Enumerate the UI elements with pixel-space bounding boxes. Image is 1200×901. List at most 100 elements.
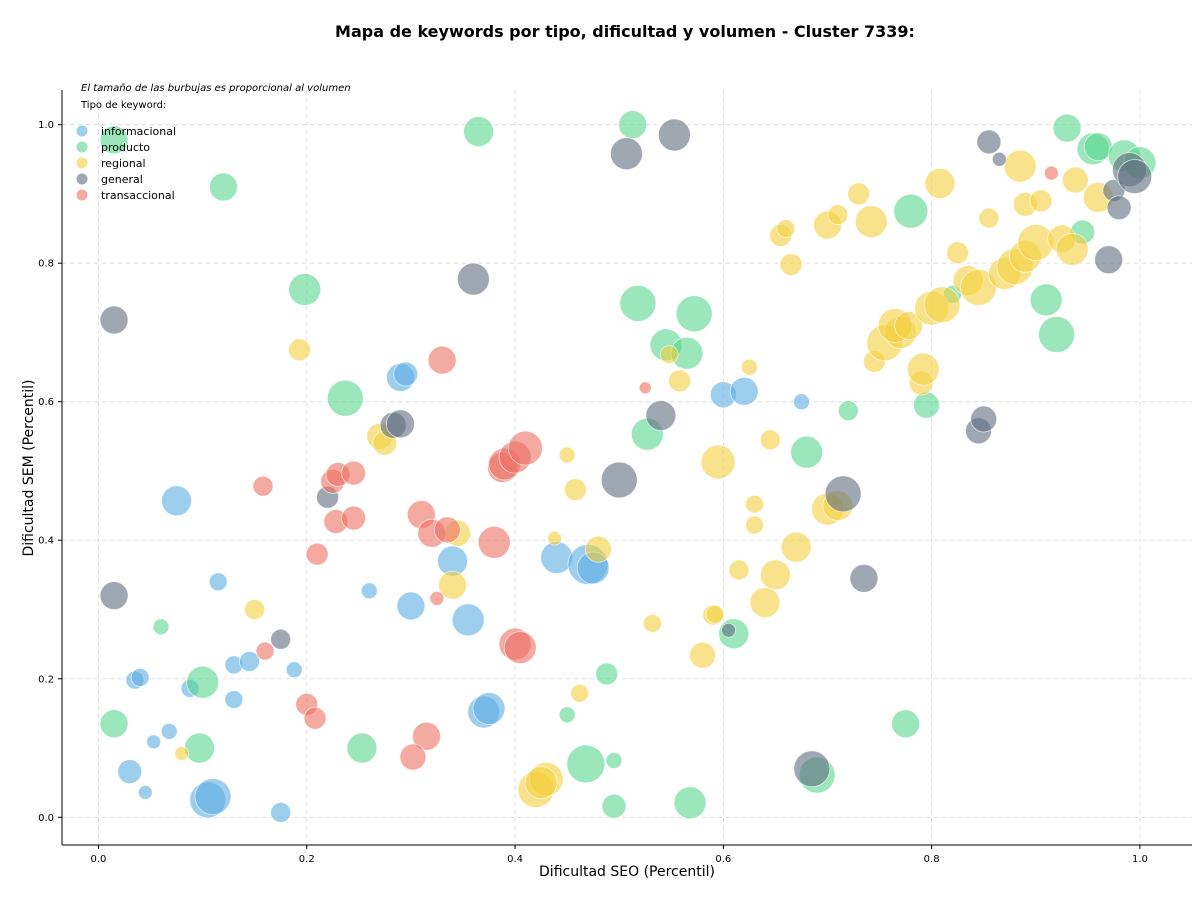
bubble-general <box>657 118 691 152</box>
bubble-producto <box>99 125 129 155</box>
bubble-regional <box>827 204 849 226</box>
bubble-informacional <box>285 661 303 679</box>
bubble-regional <box>1061 166 1089 194</box>
bubble-general <box>824 475 862 513</box>
chart-title: Mapa de keywords por tipo, dificultad y … <box>335 22 915 41</box>
bubble-regional <box>779 253 803 276</box>
bubble-producto <box>913 391 940 419</box>
tick-layer: 0.0 0.2 0.4 0.6 0.8 1.0 0.0 0.2 0.4 0.6 0.8 1.0 <box>38 120 1148 865</box>
bubble-producto <box>1052 113 1082 143</box>
legend-marker-general <box>76 173 88 185</box>
bubble-regional <box>668 369 691 393</box>
bubble-informacional <box>137 784 153 800</box>
legend-label-regional: regional <box>101 157 146 170</box>
bubble-regional <box>978 207 1000 229</box>
bubble-regional <box>1029 189 1053 213</box>
x-tick-label: 0.2 <box>299 854 315 865</box>
bubble-regional <box>728 559 750 581</box>
bubble-general <box>270 628 292 650</box>
bubble-producto <box>152 618 170 636</box>
bubble-regional <box>906 352 940 386</box>
axes <box>61 90 1192 846</box>
bubble-regional <box>643 613 662 633</box>
bubble-regional <box>847 182 871 206</box>
bubble-transaccional <box>341 460 367 486</box>
bubble-producto <box>566 744 606 784</box>
bubble-general <box>645 400 677 431</box>
bubble-transaccional <box>1044 165 1059 181</box>
bubble-regional <box>745 515 764 535</box>
bubble-regional <box>946 241 970 265</box>
legend-marker-producto <box>76 141 88 153</box>
bubble-producto <box>673 786 707 820</box>
legend: informacional producto regional general tran… <box>76 125 176 202</box>
bubble-producto <box>605 752 623 769</box>
bubble-regional <box>760 559 791 591</box>
bubble-producto <box>1029 283 1063 317</box>
bubble-transaccional <box>341 505 367 531</box>
x-tick-label: 1.0 <box>1132 854 1148 865</box>
legend-label-transaccional: transaccional <box>101 189 175 202</box>
bubble-producto <box>618 110 648 140</box>
series-general <box>99 118 1153 788</box>
bubble-general <box>849 563 879 593</box>
bubble-informacional <box>130 667 150 687</box>
bubble-regional <box>745 494 764 514</box>
bubble-general <box>600 461 638 499</box>
bubble-informacional <box>160 723 178 740</box>
bubble-regional <box>438 570 467 600</box>
y-tick-label: 0.0 <box>38 813 54 824</box>
series-informacional <box>117 361 810 823</box>
bubble-general <box>1094 245 1124 275</box>
bubble-producto <box>619 284 657 322</box>
y-axis-label: Dificultad SEM (Percentil) <box>21 380 37 557</box>
bubble-general <box>99 305 129 335</box>
y-tick-label: 0.4 <box>38 536 54 547</box>
bubble-regional <box>740 358 758 376</box>
bubble-producto <box>893 193 929 229</box>
bubble-regional <box>923 286 961 324</box>
legend-title: Tipo de keyword: <box>80 100 166 111</box>
bubble-regional <box>689 641 716 669</box>
bubble-regional <box>1003 149 1037 183</box>
bubble-general <box>721 622 736 638</box>
bubble-general <box>1117 159 1153 194</box>
legend-marker-regional <box>76 157 88 169</box>
bubble-general <box>793 750 831 788</box>
bubble-transaccional <box>433 516 461 544</box>
bubble-general <box>610 137 643 171</box>
bubble-transaccional <box>255 641 275 661</box>
bubble-general <box>991 151 1007 167</box>
bubble-informacional <box>360 582 378 600</box>
series-transaccional <box>252 165 1059 771</box>
bubble-producto <box>99 709 129 739</box>
bubble-transaccional <box>305 542 329 566</box>
bubble-informacional <box>117 759 143 784</box>
bubble-general <box>99 581 129 611</box>
bubble-informacional <box>161 485 192 517</box>
bubble-transaccional <box>399 743 427 771</box>
x-tick-label: 0.0 <box>90 854 106 865</box>
bubble-transaccional <box>477 525 511 559</box>
bubble-informacional <box>270 802 292 823</box>
bubble-informacional <box>224 690 244 709</box>
x-axis-label: Dificultad SEO (Percentil) <box>539 864 715 880</box>
bubble-producto <box>595 662 619 686</box>
bubble-informacional <box>396 591 426 621</box>
bubble-regional <box>705 604 725 624</box>
bubble-regional <box>759 429 781 451</box>
bubble-size-note: El tamaño de las burbujas es proporciona… <box>81 83 351 94</box>
bubble-regional <box>749 587 781 618</box>
bubble-general <box>456 262 490 296</box>
bubble-producto <box>1038 316 1076 353</box>
bubble-regional <box>924 168 956 199</box>
bubble-producto <box>790 435 824 469</box>
bubble-informacional <box>146 734 162 750</box>
bubble-regional <box>894 311 924 340</box>
bubble-producto <box>558 706 576 724</box>
bubble-regional <box>570 683 590 703</box>
legend-label-general: general <box>101 173 143 186</box>
bubble-general <box>1106 195 1132 221</box>
legend-label-producto: producto <box>101 141 150 154</box>
